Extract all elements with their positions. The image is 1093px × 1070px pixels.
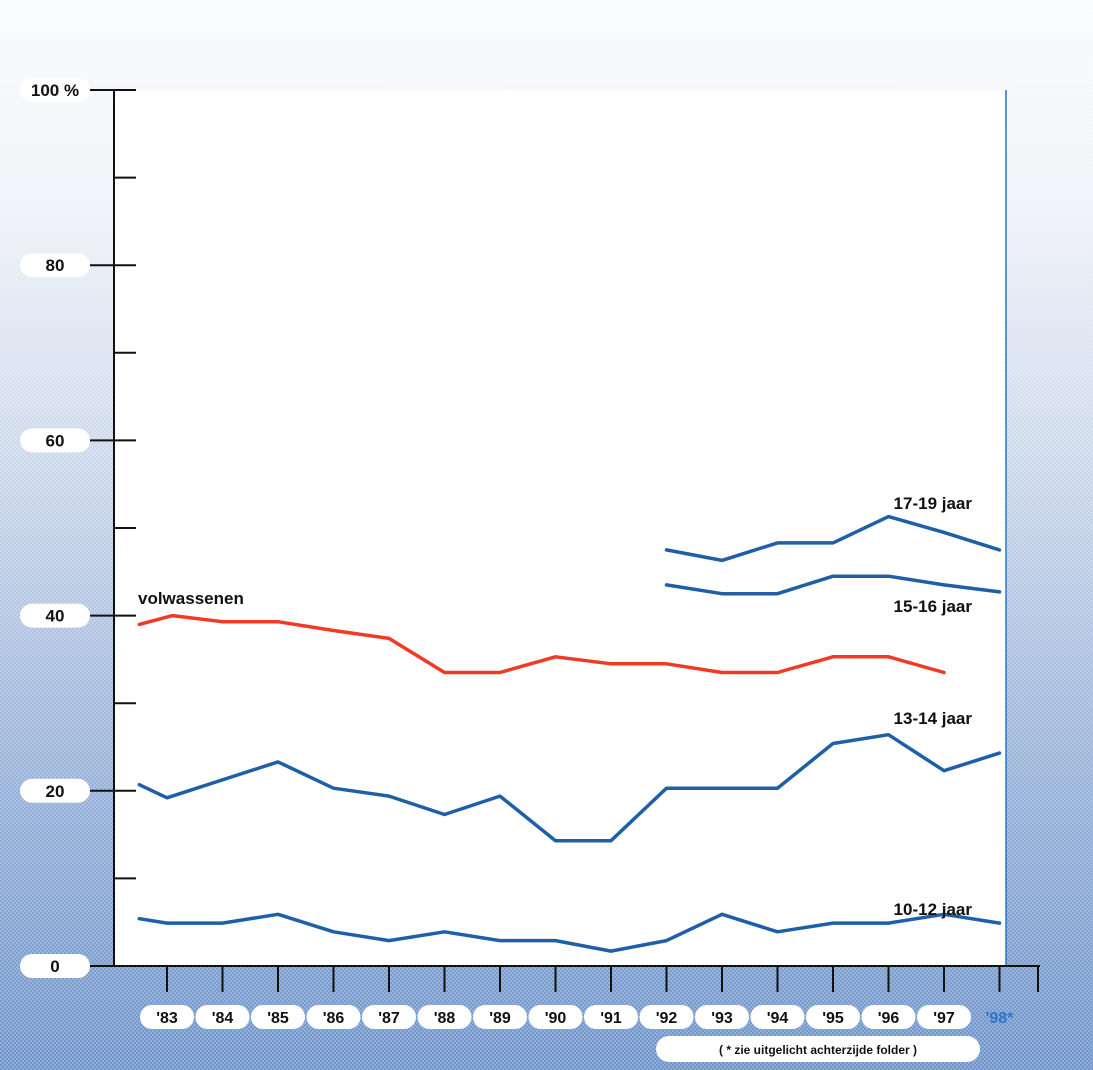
series-label-10-12-jaar: 10-12 jaar xyxy=(894,900,973,919)
x-tick-pill-94 xyxy=(750,1005,805,1029)
y-tick-pill-80 xyxy=(20,253,90,278)
x-tick-pill-87 xyxy=(362,1005,416,1029)
series-label-13-14-jaar: 13-14 jaar xyxy=(894,709,973,728)
x-tick-label-97: '97 xyxy=(933,1010,955,1027)
y-tick-pill-60 xyxy=(20,428,90,453)
series-label-15-16-jaar: 15-16 jaar xyxy=(894,597,973,616)
x-tick-pill-84 xyxy=(195,1005,250,1029)
x-tick-label-87: '87 xyxy=(378,1010,400,1027)
x-tick-label-98: '98* xyxy=(986,1010,1015,1027)
x-tick-label-95: '95 xyxy=(822,1010,844,1027)
x-tick-pill-83 xyxy=(140,1005,194,1029)
x-tick-pill-97 xyxy=(917,1005,971,1029)
y-tick-pill-40 xyxy=(20,603,90,628)
x-tick-label-84: '84 xyxy=(212,1010,234,1027)
x-tick-label-92: '92 xyxy=(656,1010,678,1027)
series-label-volwassenen: volwassenen xyxy=(138,589,244,608)
annotation-pill xyxy=(656,1036,980,1062)
x-tick-pill-95 xyxy=(806,1005,860,1029)
x-tick-pill-88 xyxy=(417,1005,472,1029)
x-tick-pill-89 xyxy=(473,1005,527,1029)
x-tick-label-91: '91 xyxy=(600,1010,622,1027)
x-tick-label-96: '96 xyxy=(878,1010,900,1027)
y-tick-label-40: 40 xyxy=(46,607,65,626)
x-tick-label-94: '94 xyxy=(767,1010,789,1027)
y-tick-label-0: 0 xyxy=(50,957,59,976)
x-tick-label-93: '93 xyxy=(711,1010,733,1027)
series-line-13-14-jaar xyxy=(137,732,1002,843)
x-tick-label-90: '90 xyxy=(545,1010,567,1027)
x-tick-pill-92 xyxy=(639,1005,694,1029)
series-line-15-16-jaar xyxy=(664,574,1002,596)
x-tick-label-88: '88 xyxy=(434,1010,456,1027)
x-tick-pill-90 xyxy=(528,1005,583,1029)
x-tick-pill-86 xyxy=(306,1005,361,1029)
y-tick-label-80: 80 xyxy=(46,256,65,275)
x-tick-pill-93 xyxy=(695,1005,749,1029)
x-tick-label-83: '83 xyxy=(156,1010,178,1027)
series-line-17-19-jaar xyxy=(664,514,1002,563)
y-tick-pill-100 xyxy=(20,78,90,102)
x-tick-pill-85 xyxy=(251,1005,305,1029)
y-tick-label-100: 100 % xyxy=(31,81,79,100)
series-label-17-19-jaar: 17-19 jaar xyxy=(894,494,973,513)
y-tick-label-60: 60 xyxy=(46,431,65,450)
series-line-volwassenen xyxy=(137,613,946,675)
series-line-10-12-jaar xyxy=(137,912,1002,953)
x-tick-label-89: '89 xyxy=(489,1010,511,1027)
annotation-text: ( * zie uitgelicht achterzijde folder ) xyxy=(719,1043,917,1057)
plot-area xyxy=(114,90,1006,966)
y-tick-pill-0 xyxy=(20,954,90,978)
x-tick-label-86: '86 xyxy=(323,1010,345,1027)
y-tick-label-20: 20 xyxy=(46,782,65,801)
y-tick-pill-20 xyxy=(20,778,90,803)
x-tick-pill-91 xyxy=(584,1005,638,1029)
x-tick-label-85: '85 xyxy=(267,1010,289,1027)
x-tick-pill-96 xyxy=(861,1005,916,1029)
